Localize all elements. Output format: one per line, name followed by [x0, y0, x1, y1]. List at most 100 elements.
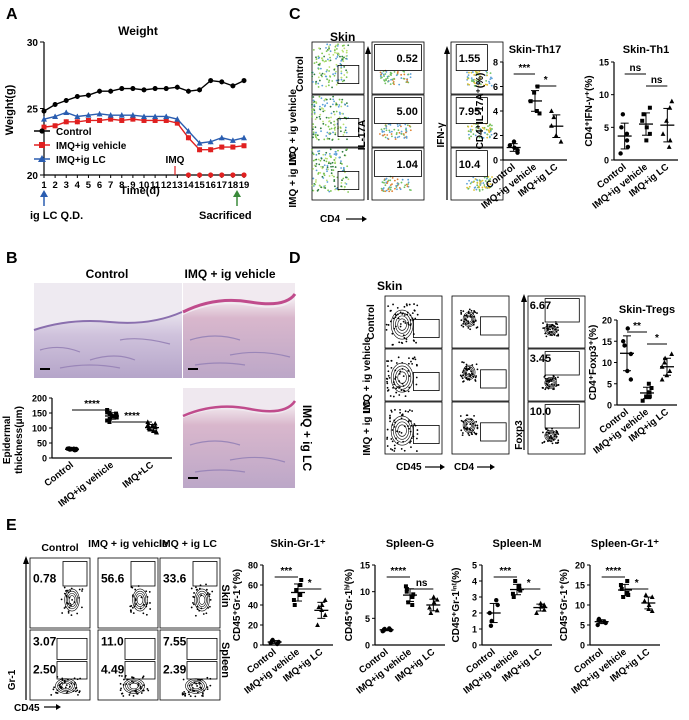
- weight-point: [85, 112, 92, 118]
- flow-event: [460, 309, 462, 312]
- flow-event: [471, 128, 474, 131]
- legend-vehicle: IMQ+ig vehicle: [56, 141, 127, 152]
- flow-contour: [65, 590, 79, 610]
- flow-contour: [466, 369, 472, 376]
- flow-event: [335, 110, 338, 113]
- flow-event: [405, 340, 408, 343]
- flow-event: [380, 73, 383, 76]
- flow-frame: [371, 94, 425, 148]
- flow-event: [398, 131, 401, 134]
- flow-event: [387, 360, 390, 363]
- flow-event: [323, 55, 326, 58]
- flow-event: [314, 181, 317, 183]
- flow-event: [340, 185, 343, 188]
- data-point: [621, 339, 626, 344]
- skin-th1-plot: Skin-Th1CD4⁺IFN-γ⁺(%)051015ControlIMQ+ig…: [584, 44, 678, 211]
- flow-event: [343, 154, 346, 157]
- flow-plot: 0.78: [29, 557, 91, 629]
- flow-event: [474, 134, 477, 137]
- histology-control-image: [33, 283, 183, 378]
- flow-event: [328, 175, 331, 177]
- flow-event: [334, 51, 336, 54]
- flow-event: [338, 111, 341, 114]
- flow-event: [340, 101, 343, 104]
- flow-contour: [465, 367, 473, 378]
- flow-event: [339, 113, 341, 115]
- flow-event: [387, 75, 390, 78]
- flow-event: [414, 317, 417, 320]
- imq-dose-marker: [219, 172, 225, 178]
- flow-gate: [480, 422, 507, 442]
- flow-contour: [464, 419, 475, 432]
- flow-contour: [194, 588, 210, 612]
- weight-xtick-label: 9: [130, 180, 135, 191]
- flow-percent: 0.78: [33, 572, 57, 586]
- data-point: [625, 326, 630, 331]
- flow-gate: [337, 170, 360, 190]
- flow-gate: [413, 371, 440, 391]
- flow-event: [489, 72, 492, 75]
- weight-series-line: [43, 79, 245, 112]
- flow-event: [333, 153, 336, 156]
- weight-point: [152, 117, 158, 123]
- flow-event: [393, 128, 396, 131]
- flow-event: [381, 181, 384, 184]
- flow-event: [389, 71, 392, 74]
- flow-event: [385, 377, 388, 380]
- flow-event: [63, 592, 66, 595]
- flow-event: [71, 598, 74, 601]
- flow-event: [317, 86, 320, 88]
- flow-event: [317, 82, 320, 85]
- flow-event: [391, 176, 394, 179]
- weight-xtick-label: 8: [119, 180, 124, 191]
- flow-event: [393, 77, 395, 80]
- flow-event: [384, 82, 387, 85]
- flow-event: [311, 75, 314, 78]
- flow-event: [315, 61, 318, 64]
- flow-event: [382, 188, 384, 190]
- flow-event: [342, 60, 345, 63]
- flow-event: [314, 183, 316, 186]
- plot-ytick-label: 10: [360, 587, 370, 597]
- flow-event: [131, 676, 133, 679]
- flow-event: [324, 75, 327, 78]
- flow-percent: 7.95: [459, 106, 480, 118]
- sig-label: *: [527, 578, 531, 589]
- imq-label: IMQ: [166, 155, 185, 166]
- plot-ylabel: CD45⁺Gr-1ⁱⁿᵗ(%): [450, 568, 462, 643]
- flow-event: [312, 159, 315, 162]
- flow-event: [382, 190, 385, 193]
- flow-percent: 33.6: [163, 572, 187, 586]
- plot-ytick-label: 0: [472, 641, 477, 651]
- flow-event: [327, 125, 330, 128]
- flow-event: [324, 153, 327, 156]
- flow-percent: 3.07: [33, 634, 57, 648]
- flow-event: [323, 105, 326, 108]
- flow-event: [146, 688, 149, 690]
- flow-event: [317, 63, 320, 66]
- arrowhead: [521, 294, 527, 302]
- flow-event: [470, 309, 473, 312]
- flow-event: [318, 79, 321, 82]
- imq-dose-marker: [185, 172, 192, 178]
- flow-event: [206, 676, 209, 679]
- flow-event: [395, 185, 398, 187]
- flow-event: [326, 102, 329, 105]
- flow-event: [315, 116, 318, 119]
- flow-event: [328, 59, 331, 62]
- flow-event: [342, 167, 345, 170]
- weight-point: [185, 128, 192, 134]
- flow-event: [400, 414, 403, 417]
- flow-event: [329, 105, 332, 108]
- flow-event: [408, 357, 410, 360]
- flow-event: [331, 174, 334, 177]
- plot-ytick-label: 10: [575, 601, 585, 611]
- flow-event: [315, 83, 317, 85]
- flow-event: [543, 441, 546, 444]
- flow-event: [341, 112, 344, 115]
- flow-event: [460, 324, 463, 327]
- flow-event: [326, 166, 329, 169]
- flow-event: [333, 158, 336, 161]
- flow-contour: [544, 324, 558, 336]
